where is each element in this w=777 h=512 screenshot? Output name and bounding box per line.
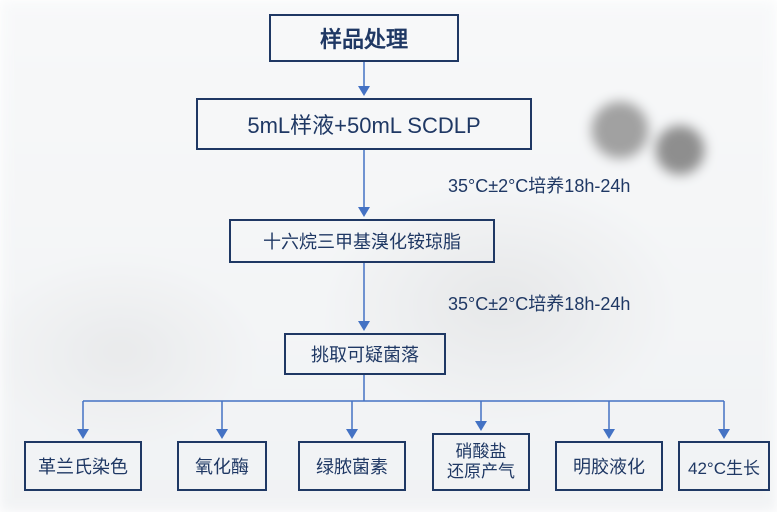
flowchart-stage: 样品处理 5mL样液+50mL SCDLP 十六烷三甲基溴化铵琼脂 挑取可疑菌落… <box>0 0 777 512</box>
flowchart-edges <box>0 0 777 512</box>
